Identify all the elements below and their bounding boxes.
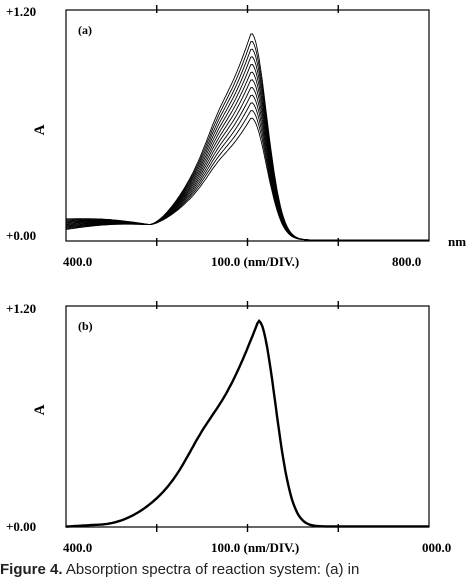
panel-a-unit-label: nm: [448, 234, 466, 249]
panel-a-x-tick-label-right: 800.0: [392, 254, 421, 269]
panel-a-y-top-label: +1.20: [6, 4, 36, 19]
panel-a-spectrum-9: [65, 56, 429, 241]
panel-b: (b) +1.20 +0.00 A 400.0 100.0 (nm/DIV.) …: [6, 301, 451, 555]
figure-caption-label: Figure 4.: [0, 561, 63, 578]
panel-b-y-axis-label: A: [32, 404, 48, 415]
panel-a-spectrum-10: [65, 48, 429, 241]
panel-b-x-tick-label-center: 100.0 (nm/DIV.): [211, 540, 299, 555]
panel-a: (a) +1.20 +0.00 A nm 400.0 100.0 (nm/DIV…: [6, 4, 466, 269]
panel-b-y-bottom-label: +0.00: [6, 519, 36, 534]
panel-a-spectrum-5: [65, 87, 429, 241]
panel-b-spectrum: [65, 318, 429, 528]
panel-b-ticks: [156, 301, 339, 532]
panel-b-x-tick-label-left: 400.0: [63, 540, 92, 555]
panel-a-label: (a): [78, 23, 92, 37]
panel-a-y-bottom-label: +0.00: [6, 228, 36, 243]
panel-a-spectrum-11: [66, 41, 429, 241]
figure-caption-text: Absorption spectra of reaction system: (…: [65, 561, 360, 578]
panel-b-y-top-label: +1.20: [6, 301, 36, 316]
panel-a-spectrum-8: [65, 64, 429, 241]
panel-a-x-tick-label-center: 100.0 (nm/DIV.): [211, 254, 299, 269]
panel-a-y-axis-label: A: [32, 124, 48, 135]
panel-b-label: (b): [78, 319, 93, 333]
panel-a-spectrum-6: [65, 79, 429, 241]
panel-a-spectrum-12: [65, 33, 429, 241]
panel-b-x-tick-label-right: 000.0: [422, 540, 451, 555]
panel-a-ticks: [156, 5, 339, 246]
panel-b-curves: [65, 318, 429, 528]
panel-a-spectrum-7: [65, 71, 429, 241]
figure-caption: Figure 4. Absorption spectra of reaction…: [0, 561, 359, 578]
panel-b-frame: [65, 305, 430, 528]
panel-a-curves: [65, 33, 429, 241]
panel-a-x-tick-label-left: 400.0: [63, 254, 92, 269]
